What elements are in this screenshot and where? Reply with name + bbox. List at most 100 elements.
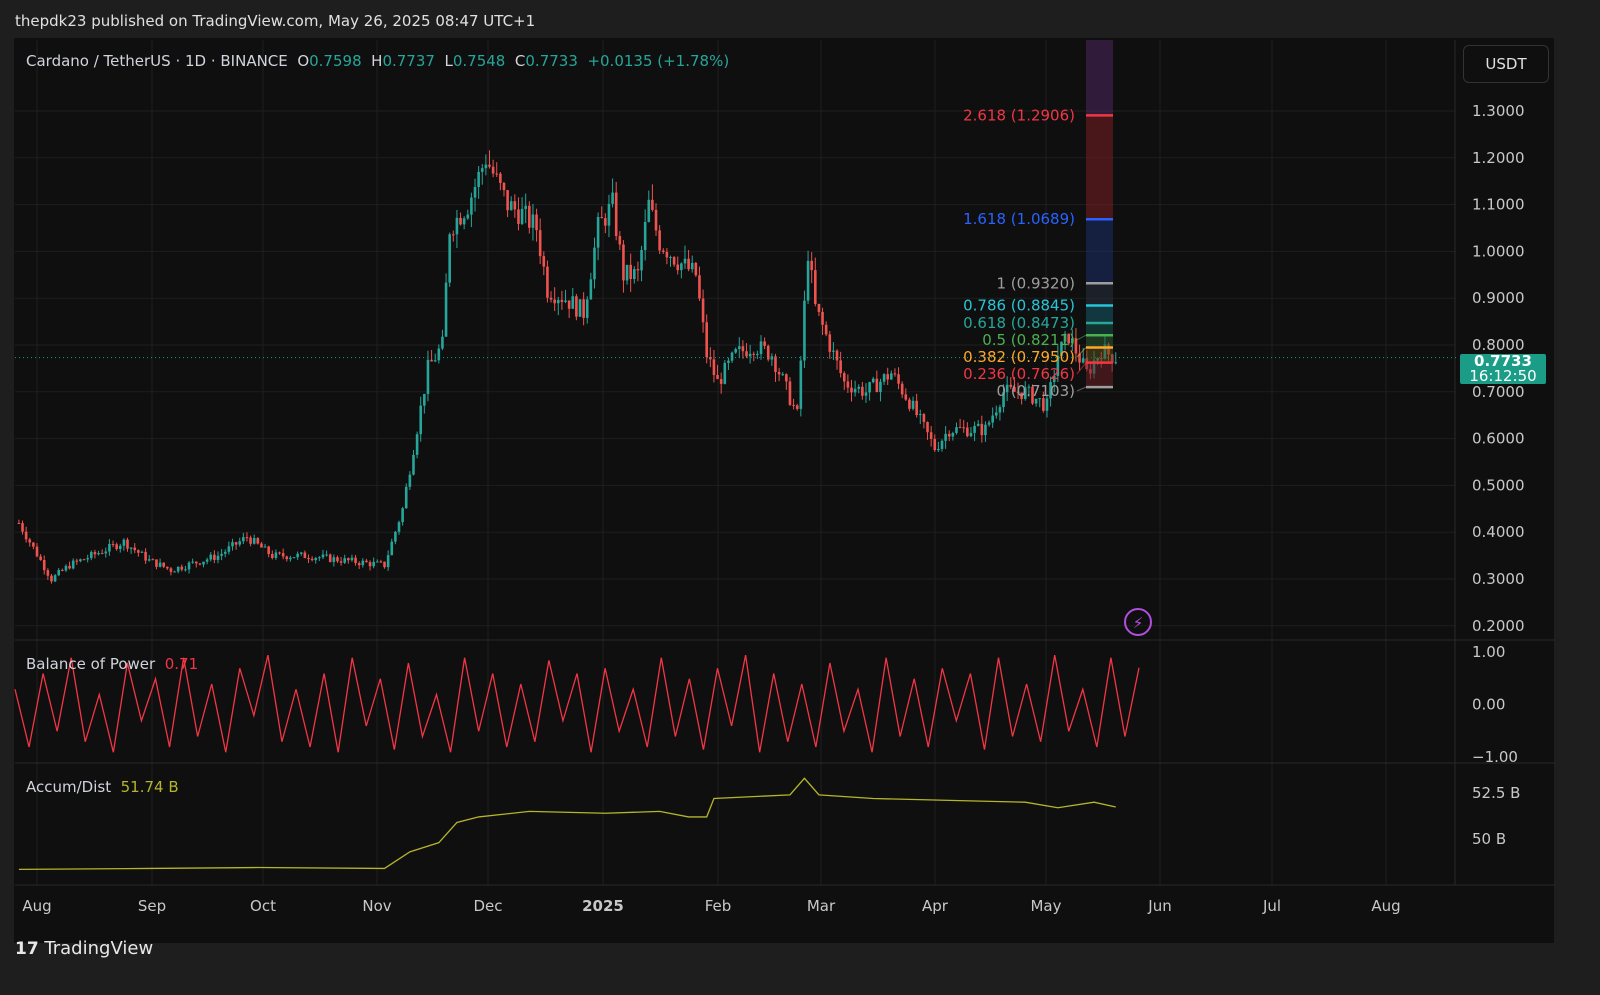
candle-body <box>419 405 423 435</box>
candle-body <box>799 360 803 409</box>
fib-zone <box>1086 283 1113 306</box>
candle-body <box>737 346 741 349</box>
last-price-label: 0.7733 16:12:50 <box>1460 354 1546 384</box>
candle-body <box>600 217 604 219</box>
candle-body <box>665 251 669 258</box>
candle-body <box>394 531 397 542</box>
candle-body <box>184 569 187 571</box>
candle-body <box>216 555 220 560</box>
price-tick: 0.8000 <box>1472 336 1525 354</box>
symbol-legend: Cardano / TetherUS · 1D · BINANCE O0.759… <box>26 52 729 70</box>
candle-body <box>571 296 575 309</box>
candle-body <box>129 547 133 549</box>
open-value: 0.7598 <box>309 52 362 70</box>
candle-body <box>426 359 430 394</box>
candle-body <box>643 221 647 251</box>
candle-body <box>810 260 813 271</box>
candle-body <box>734 348 737 353</box>
fib-zone <box>1086 322 1113 336</box>
candle-body <box>814 270 817 304</box>
candle-body <box>781 374 785 376</box>
candle-body <box>441 336 444 349</box>
fib-level-label: 0.618 (0.8473) <box>963 314 1075 332</box>
candle-body <box>821 311 824 325</box>
candle-body <box>520 208 524 224</box>
candle-body <box>723 362 727 384</box>
candle-body <box>651 199 654 210</box>
fib-zone <box>1086 362 1113 388</box>
candle-body <box>57 570 61 576</box>
candle-body <box>719 379 723 384</box>
time-tick: Mar <box>807 897 836 915</box>
candle-body <box>890 373 893 380</box>
candle-body <box>137 550 140 553</box>
candle-body <box>412 454 415 475</box>
candle-body <box>792 404 795 406</box>
candle-body <box>187 562 191 570</box>
candle-body <box>748 353 752 357</box>
candle-body <box>918 414 922 416</box>
time-tick: Jul <box>1262 897 1281 915</box>
candle-body <box>249 537 252 544</box>
candle-body <box>24 531 28 540</box>
ad-legend[interactable]: Accum/Dist 51.74 B <box>26 778 179 796</box>
candle-body <box>350 557 354 561</box>
bop-legend[interactable]: Balance of Power 0.71 <box>26 655 198 673</box>
candle-body <box>846 381 850 388</box>
symbol-name[interactable]: Cardano / TetherUS · 1D · BINANCE <box>26 52 288 70</box>
time-tick: Jun <box>1147 897 1171 915</box>
candle-body <box>1020 392 1023 399</box>
tradingview-logo[interactable]: 𝟭𝟳 TradingView <box>15 938 153 959</box>
candle-body <box>669 257 672 259</box>
candle-body <box>864 392 868 396</box>
candle-body <box>654 209 658 231</box>
currency-button[interactable]: USDT <box>1463 45 1549 83</box>
chart-frame[interactable] <box>14 38 1554 943</box>
candle-body <box>234 542 238 545</box>
fib-level-label: 0.786 (0.8845) <box>963 297 1075 315</box>
candle-body <box>625 264 629 281</box>
candle-body <box>303 552 307 559</box>
candle-body <box>79 559 82 562</box>
candle-body <box>347 558 350 561</box>
fib-label-leader <box>1076 334 1087 341</box>
candle-body <box>886 374 889 380</box>
candle-body <box>292 557 296 559</box>
candle-body <box>614 192 618 237</box>
candle-body <box>1067 333 1070 344</box>
candle-body <box>325 554 328 556</box>
candle-body <box>430 359 433 362</box>
candle-body <box>314 557 318 561</box>
candle-body <box>1056 355 1060 376</box>
candle-body <box>929 432 933 439</box>
candle-body <box>690 262 694 270</box>
time-tick: Dec <box>473 897 502 915</box>
candle-body <box>897 374 900 384</box>
candle-body <box>777 372 781 375</box>
fib-level-label: 2.618 (1.2906) <box>963 106 1075 124</box>
candle-body <box>698 275 701 299</box>
candle-body <box>108 543 111 552</box>
candle-body <box>126 539 129 549</box>
candle-body <box>484 164 488 169</box>
candle-body <box>115 544 118 550</box>
candle-body <box>531 214 535 228</box>
publisher-line: thepdk23 published on TradingView.com, M… <box>15 12 536 30</box>
candle-body <box>951 433 955 437</box>
candle-body <box>1045 398 1049 411</box>
candle-body <box>861 386 864 396</box>
candle-body <box>452 234 455 236</box>
fib-level-label: 0.5 (0.8211) <box>982 331 1075 349</box>
candle-body <box>915 400 918 416</box>
candle-body <box>1009 384 1013 387</box>
candle-body <box>242 537 245 542</box>
candle-body <box>111 543 115 545</box>
candle-body <box>281 553 285 557</box>
candle-body <box>933 438 937 451</box>
last-price: 0.7733 <box>1474 352 1532 370</box>
candle-body <box>499 173 502 183</box>
candle-body <box>727 360 730 363</box>
candle-body <box>636 269 640 271</box>
candle-body <box>969 432 973 437</box>
